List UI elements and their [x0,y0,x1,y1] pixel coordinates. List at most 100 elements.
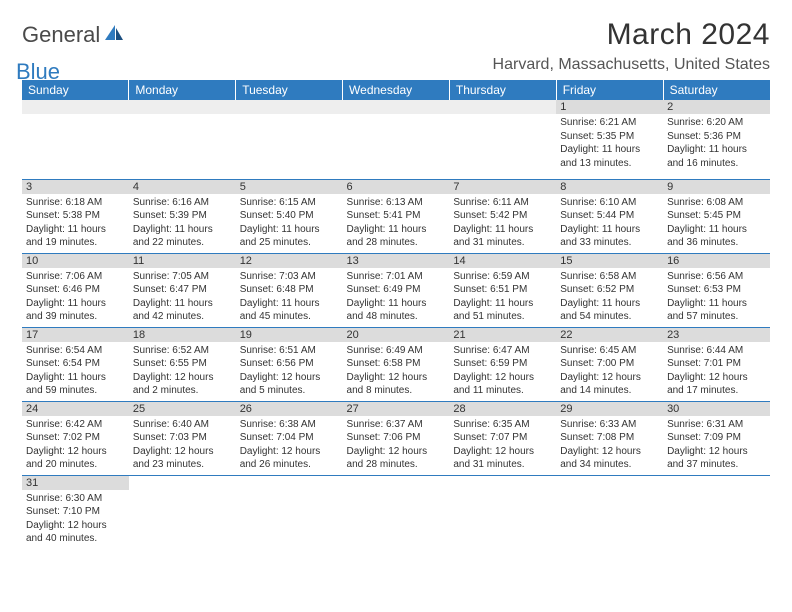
day-details: Sunrise: 6:44 AMSunset: 7:01 PMDaylight:… [663,342,770,400]
calendar-day-cell: 29Sunrise: 6:33 AMSunset: 7:08 PMDayligh… [556,401,663,475]
calendar-empty-cell [129,475,236,549]
day-number: 2 [663,100,770,114]
weekday-header-cell: Saturday [663,80,770,100]
weekday-header-cell: Tuesday [236,80,343,100]
calendar-empty-cell [343,100,450,179]
calendar-week-row: 31Sunrise: 6:30 AMSunset: 7:10 PMDayligh… [22,475,770,549]
day-details: Sunrise: 6:38 AMSunset: 7:04 PMDaylight:… [236,416,343,474]
month-title: March 2024 [493,18,770,52]
calendar-empty-cell [236,475,343,549]
day-number: 26 [236,402,343,416]
day-number: 24 [22,402,129,416]
day-number: 23 [663,328,770,342]
day-details: Sunrise: 6:13 AMSunset: 5:41 PMDaylight:… [343,194,450,252]
day-details: Sunrise: 6:47 AMSunset: 6:59 PMDaylight:… [449,342,556,400]
calendar-empty-cell [556,475,663,549]
calendar-day-cell: 10Sunrise: 7:06 AMSunset: 6:46 PMDayligh… [22,253,129,327]
day-number: 3 [22,180,129,194]
calendar-day-cell: 3Sunrise: 6:18 AMSunset: 5:38 PMDaylight… [22,179,129,253]
day-number: 12 [236,254,343,268]
calendar-day-cell: 20Sunrise: 6:49 AMSunset: 6:58 PMDayligh… [343,327,450,401]
weekday-header-cell: Friday [556,80,663,100]
day-details: Sunrise: 6:56 AMSunset: 6:53 PMDaylight:… [663,268,770,326]
calendar-week-row: 3Sunrise: 6:18 AMSunset: 5:38 PMDaylight… [22,179,770,253]
day-details: Sunrise: 6:49 AMSunset: 6:58 PMDaylight:… [343,342,450,400]
calendar-day-cell: 19Sunrise: 6:51 AMSunset: 6:56 PMDayligh… [236,327,343,401]
day-number: 19 [236,328,343,342]
calendar-day-cell: 7Sunrise: 6:11 AMSunset: 5:42 PMDaylight… [449,179,556,253]
day-number: 8 [556,180,663,194]
calendar-empty-cell [22,100,129,179]
calendar-week-row: 1Sunrise: 6:21 AMSunset: 5:35 PMDaylight… [22,100,770,179]
location-text: Harvard, Massachusetts, United States [493,56,770,74]
day-number: 5 [236,180,343,194]
calendar-week-row: 24Sunrise: 6:42 AMSunset: 7:02 PMDayligh… [22,401,770,475]
day-details: Sunrise: 6:42 AMSunset: 7:02 PMDaylight:… [22,416,129,474]
day-number: 1 [556,100,663,114]
calendar-day-cell: 12Sunrise: 7:03 AMSunset: 6:48 PMDayligh… [236,253,343,327]
day-details: Sunrise: 6:21 AMSunset: 5:35 PMDaylight:… [556,114,663,172]
calendar-day-cell: 21Sunrise: 6:47 AMSunset: 6:59 PMDayligh… [449,327,556,401]
day-details: Sunrise: 7:01 AMSunset: 6:49 PMDaylight:… [343,268,450,326]
day-details: Sunrise: 6:20 AMSunset: 5:36 PMDaylight:… [663,114,770,172]
calendar-day-cell: 1Sunrise: 6:21 AMSunset: 5:35 PMDaylight… [556,100,663,179]
calendar-day-cell: 22Sunrise: 6:45 AMSunset: 7:00 PMDayligh… [556,327,663,401]
day-number: 20 [343,328,450,342]
day-details: Sunrise: 6:35 AMSunset: 7:07 PMDaylight:… [449,416,556,474]
calendar-day-cell: 17Sunrise: 6:54 AMSunset: 6:54 PMDayligh… [22,327,129,401]
header: General Blue March 2024 Harvard, Massach… [22,18,770,74]
day-details: Sunrise: 6:45 AMSunset: 7:00 PMDaylight:… [556,342,663,400]
day-number: 6 [343,180,450,194]
title-block: March 2024 Harvard, Massachusetts, Unite… [493,18,770,74]
day-number: 28 [449,402,556,416]
calendar-week-row: 10Sunrise: 7:06 AMSunset: 6:46 PMDayligh… [22,253,770,327]
calendar-body: 1Sunrise: 6:21 AMSunset: 5:35 PMDaylight… [22,100,770,549]
calendar-day-cell: 31Sunrise: 6:30 AMSunset: 7:10 PMDayligh… [22,475,129,549]
day-number: 29 [556,402,663,416]
day-number: 21 [449,328,556,342]
logo-text-general: General [22,22,100,47]
day-details: Sunrise: 6:30 AMSunset: 7:10 PMDaylight:… [22,490,129,548]
day-number: 16 [663,254,770,268]
weekday-header: SundayMondayTuesdayWednesdayThursdayFrid… [22,80,770,100]
calendar-day-cell: 24Sunrise: 6:42 AMSunset: 7:02 PMDayligh… [22,401,129,475]
calendar-empty-cell [343,475,450,549]
day-details: Sunrise: 6:52 AMSunset: 6:55 PMDaylight:… [129,342,236,400]
day-details: Sunrise: 7:06 AMSunset: 6:46 PMDaylight:… [22,268,129,326]
logo: General Blue [22,24,125,69]
calendar-day-cell: 5Sunrise: 6:15 AMSunset: 5:40 PMDaylight… [236,179,343,253]
day-details: Sunrise: 6:59 AMSunset: 6:51 PMDaylight:… [449,268,556,326]
day-details: Sunrise: 6:40 AMSunset: 7:03 PMDaylight:… [129,416,236,474]
day-number: 10 [22,254,129,268]
calendar-empty-cell [449,100,556,179]
day-number: 30 [663,402,770,416]
day-number: 14 [449,254,556,268]
calendar-day-cell: 4Sunrise: 6:16 AMSunset: 5:39 PMDaylight… [129,179,236,253]
calendar-day-cell: 9Sunrise: 6:08 AMSunset: 5:45 PMDaylight… [663,179,770,253]
calendar-day-cell: 6Sunrise: 6:13 AMSunset: 5:41 PMDaylight… [343,179,450,253]
calendar-day-cell: 15Sunrise: 6:58 AMSunset: 6:52 PMDayligh… [556,253,663,327]
day-number: 25 [129,402,236,416]
day-number: 27 [343,402,450,416]
calendar-table: SundayMondayTuesdayWednesdayThursdayFrid… [22,80,770,549]
day-details: Sunrise: 6:37 AMSunset: 7:06 PMDaylight:… [343,416,450,474]
day-details: Sunrise: 6:31 AMSunset: 7:09 PMDaylight:… [663,416,770,474]
calendar-empty-cell [663,475,770,549]
day-details: Sunrise: 6:10 AMSunset: 5:44 PMDaylight:… [556,194,663,252]
calendar-day-cell: 11Sunrise: 7:05 AMSunset: 6:47 PMDayligh… [129,253,236,327]
calendar-page: General Blue March 2024 Harvard, Massach… [0,0,792,559]
day-number: 11 [129,254,236,268]
day-details: Sunrise: 6:54 AMSunset: 6:54 PMDaylight:… [22,342,129,400]
weekday-header-cell: Thursday [449,80,556,100]
day-number: 13 [343,254,450,268]
day-details: Sunrise: 7:03 AMSunset: 6:48 PMDaylight:… [236,268,343,326]
calendar-day-cell: 16Sunrise: 6:56 AMSunset: 6:53 PMDayligh… [663,253,770,327]
day-number: 7 [449,180,556,194]
day-details: Sunrise: 6:15 AMSunset: 5:40 PMDaylight:… [236,194,343,252]
day-details: Sunrise: 6:18 AMSunset: 5:38 PMDaylight:… [22,194,129,252]
calendar-empty-cell [449,475,556,549]
day-number: 4 [129,180,236,194]
weekday-header-cell: Wednesday [343,80,450,100]
calendar-day-cell: 14Sunrise: 6:59 AMSunset: 6:51 PMDayligh… [449,253,556,327]
calendar-day-cell: 13Sunrise: 7:01 AMSunset: 6:49 PMDayligh… [343,253,450,327]
